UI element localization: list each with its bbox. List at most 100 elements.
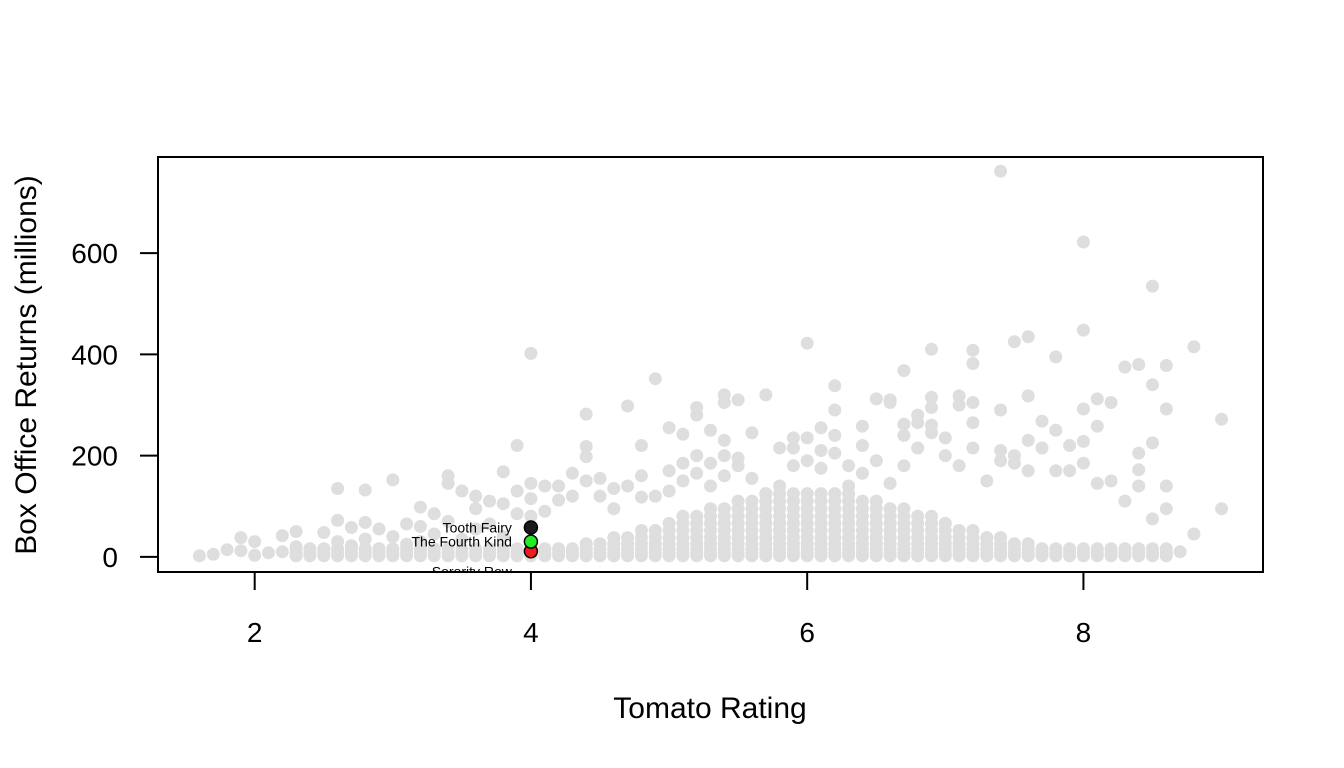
highlighted-point-label: The Fourth Kind — [412, 534, 512, 550]
data-point — [358, 532, 372, 546]
data-point — [731, 459, 745, 473]
data-point — [441, 542, 455, 556]
data-point — [317, 526, 331, 539]
data-point — [662, 484, 676, 498]
data-point — [510, 542, 524, 556]
x-tick-label: 2 — [247, 617, 263, 648]
data-point — [483, 494, 496, 508]
data-point — [676, 474, 690, 488]
data-point — [773, 487, 787, 501]
data-point — [1090, 476, 1104, 490]
data-point — [1007, 456, 1021, 470]
data-point — [427, 507, 441, 521]
data-point — [1132, 542, 1146, 556]
data-point — [704, 479, 717, 493]
data-point — [966, 416, 980, 430]
data-point — [690, 466, 704, 480]
data-point — [248, 535, 262, 549]
highlighted-point-label: Sorority Row — [432, 563, 513, 579]
data-point — [994, 403, 1008, 417]
data-point — [400, 542, 414, 556]
data-point — [1104, 474, 1118, 488]
data-point — [994, 531, 1008, 545]
data-point — [883, 502, 897, 516]
data-point — [1159, 502, 1173, 516]
data-point — [358, 542, 372, 556]
data-point — [1187, 527, 1201, 541]
y-axis: 0 200 400 600 — [71, 238, 158, 573]
data-point — [897, 417, 911, 431]
data-point — [1007, 537, 1021, 551]
data-point — [925, 401, 938, 414]
data-point — [634, 469, 648, 483]
data-point — [828, 428, 842, 442]
data-point — [966, 396, 980, 409]
data-point — [994, 444, 1008, 457]
data-point — [828, 379, 842, 393]
data-point — [1132, 446, 1146, 460]
data-point — [911, 509, 925, 523]
data-point — [855, 466, 869, 480]
data-point — [1090, 392, 1104, 406]
data-point — [358, 515, 372, 529]
data-point — [1146, 542, 1159, 556]
data-point — [372, 542, 386, 556]
data-point — [717, 396, 731, 409]
data-point — [413, 520, 427, 533]
data-point — [883, 476, 897, 490]
data-point — [621, 479, 635, 493]
data-point — [552, 542, 566, 556]
data-point — [648, 372, 662, 386]
data-point — [469, 489, 483, 503]
data-point — [1146, 512, 1159, 526]
data-point — [938, 516, 952, 530]
data-point — [828, 487, 842, 501]
data-point — [704, 502, 717, 516]
data-point — [634, 490, 648, 504]
data-point — [717, 502, 731, 516]
data-point — [704, 423, 717, 437]
data-point — [344, 521, 358, 534]
data-point — [814, 421, 828, 435]
data-point — [648, 489, 662, 503]
data-point — [704, 456, 717, 470]
data-point — [496, 465, 510, 479]
data-point — [1146, 436, 1159, 450]
data-point — [731, 393, 745, 407]
data-point — [717, 469, 731, 483]
data-point — [938, 449, 952, 463]
y-axis-title: Box Office Returns (millions) — [10, 175, 43, 555]
data-point — [455, 532, 469, 546]
data-point — [828, 403, 842, 417]
data-point — [842, 487, 856, 501]
data-point — [469, 522, 483, 536]
data-point — [565, 466, 579, 480]
data-point — [441, 476, 455, 490]
data-point — [925, 509, 938, 523]
data-point — [565, 542, 579, 556]
y-tick-label: 200 — [71, 441, 118, 472]
data-point — [717, 433, 731, 447]
data-point — [869, 494, 883, 508]
data-point — [372, 522, 386, 536]
data-point — [745, 494, 759, 508]
data-point — [1146, 378, 1159, 392]
data-point — [1021, 389, 1035, 403]
data-point — [1090, 542, 1104, 556]
data-point — [855, 439, 869, 452]
data-point — [814, 461, 828, 475]
data-point — [911, 441, 925, 455]
data-point — [510, 507, 524, 521]
highlighted-point — [523, 520, 539, 535]
data-point — [1118, 360, 1132, 374]
data-point — [538, 504, 552, 518]
data-point — [1021, 433, 1035, 447]
data-point — [952, 389, 966, 403]
data-point — [1132, 463, 1146, 477]
data-point — [1104, 542, 1118, 556]
x-tick-label: 8 — [1076, 617, 1092, 648]
data-point — [317, 542, 331, 556]
data-point — [331, 542, 345, 556]
data-point — [1021, 537, 1035, 551]
